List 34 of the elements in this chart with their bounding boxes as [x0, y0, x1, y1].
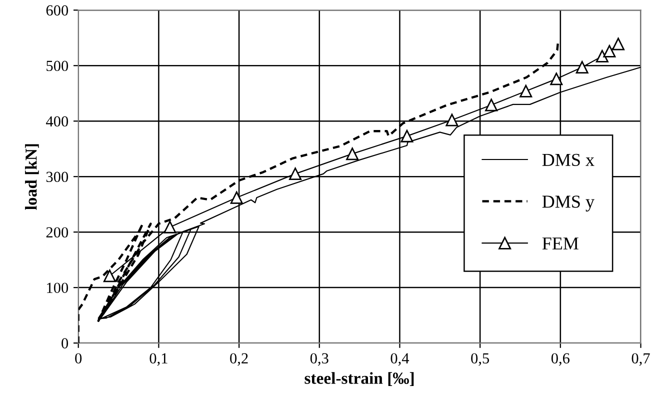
legend-label: FEM [542, 238, 578, 250]
point [550, 72, 563, 86]
x-tick-label: 0,2 [230, 353, 248, 366]
point [596, 50, 608, 62]
x-tick-label: 0,4 [390, 353, 410, 366]
y-tick-label: 100 [47, 282, 68, 293]
y-tick-label: 400 [46, 116, 68, 127]
y-axis-title: load [kN] [25, 144, 39, 210]
point [400, 130, 414, 142]
x-tick-label: 0,1 [150, 353, 168, 366]
x-tick-label: 0 [75, 353, 82, 364]
point [289, 168, 302, 180]
x-tick-label: 0,5 [471, 353, 490, 366]
point [446, 114, 458, 126]
point [346, 148, 359, 160]
point [576, 61, 588, 74]
point [603, 44, 616, 58]
y-tick-label: 200 [46, 227, 68, 238]
y-tick-label: 600 [46, 5, 68, 16]
y-tick-label: 0 [62, 338, 68, 348]
point [612, 38, 625, 50]
x-tick-label: 0,3 [310, 353, 328, 366]
legend-label: DMS y [542, 196, 594, 212]
legend-label: DMS x [542, 154, 594, 166]
x-tick-label: 0,7 [632, 353, 650, 366]
point [485, 98, 498, 112]
point [103, 270, 116, 282]
y-tick-label: 500 [46, 60, 68, 72]
y-tick-label: 300 [46, 172, 68, 182]
point [230, 191, 243, 204]
x-axis-title: steel-strain [‰] [304, 372, 414, 386]
point [520, 84, 532, 98]
point [164, 220, 176, 234]
x-tick-label: 0,6 [551, 353, 570, 366]
